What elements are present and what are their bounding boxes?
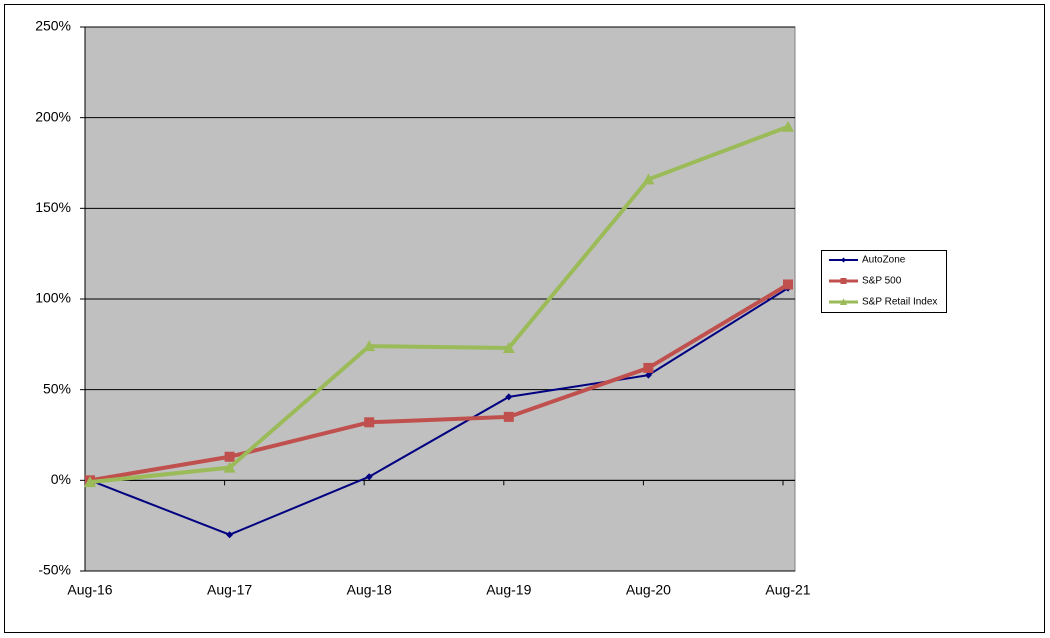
data-point [783,279,793,290]
data-point [84,476,96,488]
x-tick-label: Aug-20 [626,582,671,598]
data-point [226,531,234,539]
data-point [643,362,654,373]
data-point [364,417,375,428]
x-tick-label: Aug-19 [486,582,531,598]
legend-label: S&P Retail Index [862,297,937,308]
data-point [503,411,514,422]
series-line [89,124,789,485]
data-point [502,341,515,353]
legend-marker [840,278,847,284]
y-tick-label: 100% [35,290,71,306]
y-tick-label: 0% [51,471,71,487]
x-tick-label: Aug-17 [207,582,252,598]
x-tick-label: Aug-18 [347,582,392,598]
data-point [642,173,655,185]
x-tick-label: Aug-21 [765,582,810,598]
data-point [223,461,236,473]
data-point [224,451,235,462]
y-tick-label: 200% [35,108,71,124]
series-line [89,287,789,536]
data-point [644,371,652,379]
y-tick-label: 50% [43,380,71,396]
x-tick-label: Aug-16 [67,582,112,598]
y-tick-label: 250% [35,18,71,34]
y-tick-label: -50% [38,562,71,578]
data-point [365,473,373,481]
legend-label: S&P 500 [862,276,902,287]
data-point [363,340,376,352]
data-point [505,393,513,401]
legend-label: AutoZone [862,255,906,266]
data-point [782,120,794,132]
legend-marker [839,298,848,305]
legend-marker [841,257,846,263]
series-line [89,282,790,483]
y-tick-label: 150% [35,199,71,215]
